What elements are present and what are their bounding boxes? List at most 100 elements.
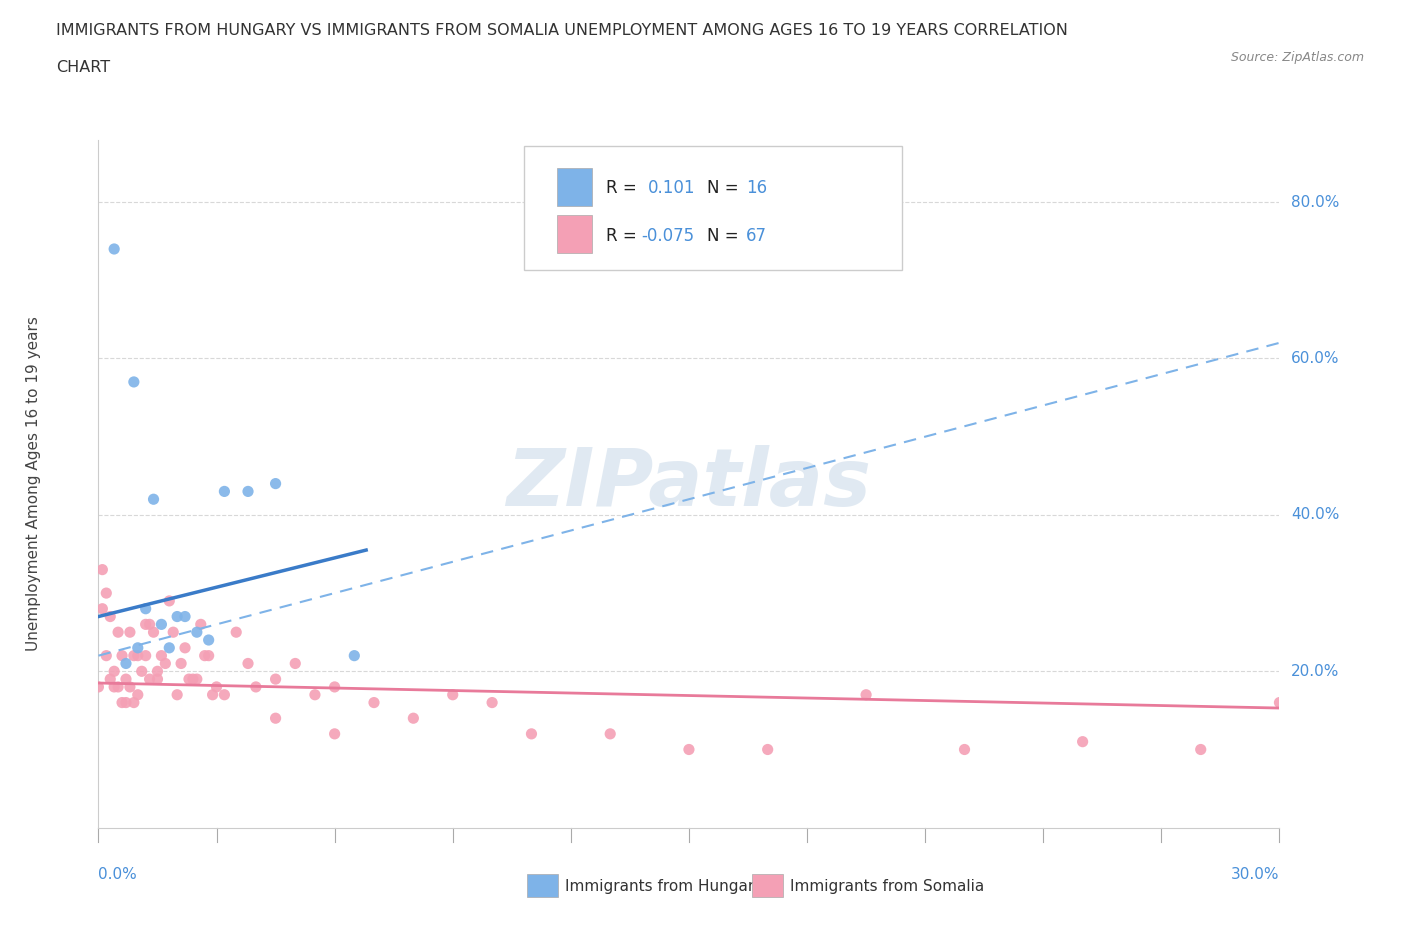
Point xyxy=(264,671,287,686)
Point xyxy=(127,648,149,663)
Point xyxy=(96,648,118,663)
Text: CHART: CHART xyxy=(56,60,110,75)
Point xyxy=(122,695,145,710)
Point xyxy=(155,656,177,671)
Point xyxy=(138,617,160,631)
Point xyxy=(323,726,346,741)
Text: Immigrants from Somalia: Immigrants from Somalia xyxy=(790,879,984,894)
FancyBboxPatch shape xyxy=(523,146,901,271)
Point xyxy=(343,648,366,663)
Point xyxy=(190,617,212,631)
Point xyxy=(91,602,114,617)
Point xyxy=(98,609,121,624)
Point xyxy=(678,742,700,757)
Text: N =: N = xyxy=(707,179,744,197)
Point xyxy=(174,609,197,624)
Text: Unemployment Among Ages 16 to 19 years: Unemployment Among Ages 16 to 19 years xyxy=(25,316,41,651)
Point xyxy=(115,695,138,710)
Point xyxy=(214,484,236,498)
Point xyxy=(146,671,169,686)
Point xyxy=(323,680,346,695)
Point xyxy=(284,656,307,671)
Text: Immigrants from Hungary: Immigrants from Hungary xyxy=(565,879,763,894)
Point xyxy=(87,680,110,695)
Point xyxy=(304,687,326,702)
Point xyxy=(201,687,224,702)
Point xyxy=(131,664,153,679)
Text: N =: N = xyxy=(707,227,744,245)
Point xyxy=(599,726,621,741)
Point xyxy=(142,625,165,640)
Point xyxy=(107,625,129,640)
Point xyxy=(96,586,118,601)
Point xyxy=(205,680,228,695)
Text: 0.0%: 0.0% xyxy=(98,867,138,882)
Point xyxy=(150,648,173,663)
Point xyxy=(162,625,184,640)
Point xyxy=(98,671,121,686)
Point xyxy=(111,695,134,710)
FancyBboxPatch shape xyxy=(557,167,592,206)
Point xyxy=(107,680,129,695)
Point xyxy=(264,476,287,491)
Text: -0.075: -0.075 xyxy=(641,227,695,245)
Point xyxy=(225,625,247,640)
Point xyxy=(111,648,134,663)
Point xyxy=(194,648,217,663)
Point xyxy=(138,671,160,686)
Text: 16: 16 xyxy=(745,179,766,197)
Point xyxy=(1189,742,1212,757)
Text: R =: R = xyxy=(606,227,643,245)
Point xyxy=(1071,735,1094,750)
Point xyxy=(135,648,157,663)
Text: Source: ZipAtlas.com: Source: ZipAtlas.com xyxy=(1230,51,1364,64)
Point xyxy=(214,687,236,702)
Text: 60.0%: 60.0% xyxy=(1291,351,1340,366)
Point xyxy=(118,680,141,695)
Point xyxy=(115,656,138,671)
Text: IMMIGRANTS FROM HUNGARY VS IMMIGRANTS FROM SOMALIA UNEMPLOYMENT AMONG AGES 16 TO: IMMIGRANTS FROM HUNGARY VS IMMIGRANTS FR… xyxy=(56,23,1069,38)
Point xyxy=(197,648,219,663)
Point xyxy=(122,375,145,390)
Point xyxy=(170,656,193,671)
Point xyxy=(157,641,180,656)
Point xyxy=(135,602,157,617)
Point xyxy=(103,664,125,679)
Text: 30.0%: 30.0% xyxy=(1232,867,1279,882)
Text: ZIPatlas: ZIPatlas xyxy=(506,445,872,523)
Point xyxy=(115,671,138,686)
Point xyxy=(122,648,145,663)
Point xyxy=(756,742,779,757)
Text: 40.0%: 40.0% xyxy=(1291,508,1340,523)
Point xyxy=(236,656,259,671)
Point xyxy=(953,742,976,757)
Point xyxy=(855,687,877,702)
Point xyxy=(186,625,208,640)
Point xyxy=(1268,695,1291,710)
Point xyxy=(166,609,188,624)
Point xyxy=(91,562,114,577)
Point xyxy=(118,625,141,640)
Point xyxy=(127,641,149,656)
Point xyxy=(127,687,149,702)
Point xyxy=(166,687,188,702)
Point xyxy=(150,617,173,631)
Point xyxy=(402,711,425,725)
Point xyxy=(135,617,157,631)
Point xyxy=(142,492,165,507)
FancyBboxPatch shape xyxy=(557,215,592,253)
Text: 80.0%: 80.0% xyxy=(1291,194,1340,209)
Point xyxy=(264,711,287,725)
Text: 20.0%: 20.0% xyxy=(1291,664,1340,679)
Point xyxy=(441,687,464,702)
Point xyxy=(146,664,169,679)
Point xyxy=(177,671,200,686)
Text: 67: 67 xyxy=(745,227,766,245)
Text: 0.101: 0.101 xyxy=(648,179,695,197)
Point xyxy=(197,632,219,647)
Point xyxy=(245,680,267,695)
Point xyxy=(103,680,125,695)
Point xyxy=(174,641,197,656)
Point xyxy=(363,695,385,710)
Point xyxy=(103,242,125,257)
